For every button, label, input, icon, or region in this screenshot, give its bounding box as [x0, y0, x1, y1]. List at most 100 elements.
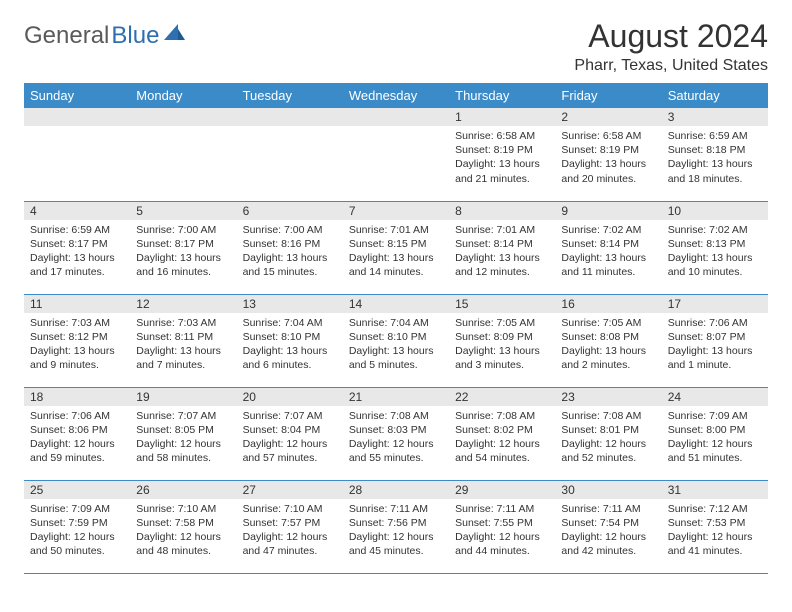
day-details: Sunrise: 7:07 AMSunset: 8:05 PMDaylight:… [130, 406, 236, 468]
day-number: 4 [24, 202, 130, 220]
daylight-text: Daylight: 12 hours and 50 minutes. [30, 530, 124, 558]
day-number: 2 [555, 108, 661, 126]
sunset-text: Sunset: 8:17 PM [136, 237, 230, 251]
day-number: 27 [237, 481, 343, 499]
daylight-text: Daylight: 13 hours and 11 minutes. [561, 251, 655, 279]
sunset-text: Sunset: 8:03 PM [349, 423, 443, 437]
sunset-text: Sunset: 8:07 PM [668, 330, 762, 344]
sunset-text: Sunset: 8:12 PM [30, 330, 124, 344]
daylight-text: Daylight: 12 hours and 44 minutes. [455, 530, 549, 558]
day-details: Sunrise: 7:04 AMSunset: 8:10 PMDaylight:… [237, 313, 343, 375]
daylight-text: Daylight: 12 hours and 52 minutes. [561, 437, 655, 465]
day-details: Sunrise: 7:03 AMSunset: 8:12 PMDaylight:… [24, 313, 130, 375]
daylight-text: Daylight: 13 hours and 3 minutes. [455, 344, 549, 372]
sunrise-text: Sunrise: 7:11 AM [455, 502, 549, 516]
sunset-text: Sunset: 7:58 PM [136, 516, 230, 530]
day-header: Tuesday [237, 83, 343, 108]
day-details: Sunrise: 7:11 AMSunset: 7:54 PMDaylight:… [555, 499, 661, 561]
calendar-day-cell [237, 108, 343, 201]
logo: General Blue [24, 22, 186, 50]
sunset-text: Sunset: 8:04 PM [243, 423, 337, 437]
daylight-text: Daylight: 13 hours and 9 minutes. [30, 344, 124, 372]
day-details: Sunrise: 7:07 AMSunset: 8:04 PMDaylight:… [237, 406, 343, 468]
day-header: Thursday [449, 83, 555, 108]
sunrise-text: Sunrise: 7:04 AM [349, 316, 443, 330]
sunset-text: Sunset: 8:11 PM [136, 330, 230, 344]
day-details: Sunrise: 6:59 AMSunset: 8:18 PMDaylight:… [662, 126, 768, 188]
title-block: August 2024 Pharr, Texas, United States [574, 18, 768, 75]
sunrise-text: Sunrise: 7:11 AM [561, 502, 655, 516]
sunrise-text: Sunrise: 7:12 AM [668, 502, 762, 516]
calendar-day-cell: 1Sunrise: 6:58 AMSunset: 8:19 PMDaylight… [449, 108, 555, 201]
sunset-text: Sunset: 8:02 PM [455, 423, 549, 437]
sunrise-text: Sunrise: 7:08 AM [561, 409, 655, 423]
daylight-text: Daylight: 13 hours and 14 minutes. [349, 251, 443, 279]
calendar-page: General Blue August 2024 Pharr, Texas, U… [0, 0, 792, 586]
day-number: 1 [449, 108, 555, 126]
sunrise-text: Sunrise: 6:59 AM [668, 129, 762, 143]
month-title: August 2024 [574, 18, 768, 55]
daylight-text: Daylight: 13 hours and 2 minutes. [561, 344, 655, 372]
day-details: Sunrise: 7:09 AMSunset: 7:59 PMDaylight:… [24, 499, 130, 561]
calendar-day-cell: 15Sunrise: 7:05 AMSunset: 8:09 PMDayligh… [449, 294, 555, 387]
day-number: 5 [130, 202, 236, 220]
daylight-text: Daylight: 13 hours and 17 minutes. [30, 251, 124, 279]
calendar-week-row: 11Sunrise: 7:03 AMSunset: 8:12 PMDayligh… [24, 294, 768, 387]
calendar-day-cell: 30Sunrise: 7:11 AMSunset: 7:54 PMDayligh… [555, 480, 661, 573]
sunrise-text: Sunrise: 7:01 AM [349, 223, 443, 237]
day-number [24, 108, 130, 126]
logo-text-blue: Blue [111, 22, 159, 50]
calendar-week-row: 25Sunrise: 7:09 AMSunset: 7:59 PMDayligh… [24, 480, 768, 573]
sunrise-text: Sunrise: 7:10 AM [136, 502, 230, 516]
sunrise-text: Sunrise: 7:11 AM [349, 502, 443, 516]
day-details: Sunrise: 7:03 AMSunset: 8:11 PMDaylight:… [130, 313, 236, 375]
day-number: 23 [555, 388, 661, 406]
sunrise-text: Sunrise: 6:58 AM [561, 129, 655, 143]
day-header: Monday [130, 83, 236, 108]
daylight-text: Daylight: 13 hours and 16 minutes. [136, 251, 230, 279]
day-number: 10 [662, 202, 768, 220]
daylight-text: Daylight: 12 hours and 47 minutes. [243, 530, 337, 558]
daylight-text: Daylight: 12 hours and 41 minutes. [668, 530, 762, 558]
location: Pharr, Texas, United States [574, 57, 768, 75]
calendar-day-cell: 31Sunrise: 7:12 AMSunset: 7:53 PMDayligh… [662, 480, 768, 573]
daylight-text: Daylight: 13 hours and 15 minutes. [243, 251, 337, 279]
calendar-day-cell: 5Sunrise: 7:00 AMSunset: 8:17 PMDaylight… [130, 201, 236, 294]
day-number: 25 [24, 481, 130, 499]
sunset-text: Sunset: 7:59 PM [30, 516, 124, 530]
sunset-text: Sunset: 8:09 PM [455, 330, 549, 344]
daylight-text: Daylight: 12 hours and 59 minutes. [30, 437, 124, 465]
day-number: 9 [555, 202, 661, 220]
sunrise-text: Sunrise: 7:05 AM [455, 316, 549, 330]
day-details: Sunrise: 7:01 AMSunset: 8:15 PMDaylight:… [343, 220, 449, 282]
day-number: 19 [130, 388, 236, 406]
sunrise-text: Sunrise: 7:02 AM [561, 223, 655, 237]
calendar-day-cell: 19Sunrise: 7:07 AMSunset: 8:05 PMDayligh… [130, 387, 236, 480]
day-header-row: Sunday Monday Tuesday Wednesday Thursday… [24, 83, 768, 108]
day-number: 30 [555, 481, 661, 499]
sunset-text: Sunset: 8:01 PM [561, 423, 655, 437]
sunset-text: Sunset: 8:19 PM [561, 143, 655, 157]
day-number: 3 [662, 108, 768, 126]
day-details: Sunrise: 7:08 AMSunset: 8:01 PMDaylight:… [555, 406, 661, 468]
day-details: Sunrise: 6:59 AMSunset: 8:17 PMDaylight:… [24, 220, 130, 282]
day-number: 17 [662, 295, 768, 313]
day-number: 24 [662, 388, 768, 406]
calendar-day-cell: 23Sunrise: 7:08 AMSunset: 8:01 PMDayligh… [555, 387, 661, 480]
daylight-text: Daylight: 13 hours and 5 minutes. [349, 344, 443, 372]
calendar-day-cell: 22Sunrise: 7:08 AMSunset: 8:02 PMDayligh… [449, 387, 555, 480]
sunrise-text: Sunrise: 7:09 AM [30, 502, 124, 516]
calendar-day-cell: 17Sunrise: 7:06 AMSunset: 8:07 PMDayligh… [662, 294, 768, 387]
day-header: Wednesday [343, 83, 449, 108]
calendar-day-cell: 13Sunrise: 7:04 AMSunset: 8:10 PMDayligh… [237, 294, 343, 387]
sunset-text: Sunset: 8:19 PM [455, 143, 549, 157]
day-header: Friday [555, 83, 661, 108]
day-number [343, 108, 449, 126]
calendar-day-cell: 18Sunrise: 7:06 AMSunset: 8:06 PMDayligh… [24, 387, 130, 480]
calendar-day-cell: 2Sunrise: 6:58 AMSunset: 8:19 PMDaylight… [555, 108, 661, 201]
sunset-text: Sunset: 8:10 PM [243, 330, 337, 344]
day-details: Sunrise: 7:05 AMSunset: 8:08 PMDaylight:… [555, 313, 661, 375]
sunset-text: Sunset: 7:53 PM [668, 516, 762, 530]
calendar-day-cell: 14Sunrise: 7:04 AMSunset: 8:10 PMDayligh… [343, 294, 449, 387]
daylight-text: Daylight: 12 hours and 58 minutes. [136, 437, 230, 465]
